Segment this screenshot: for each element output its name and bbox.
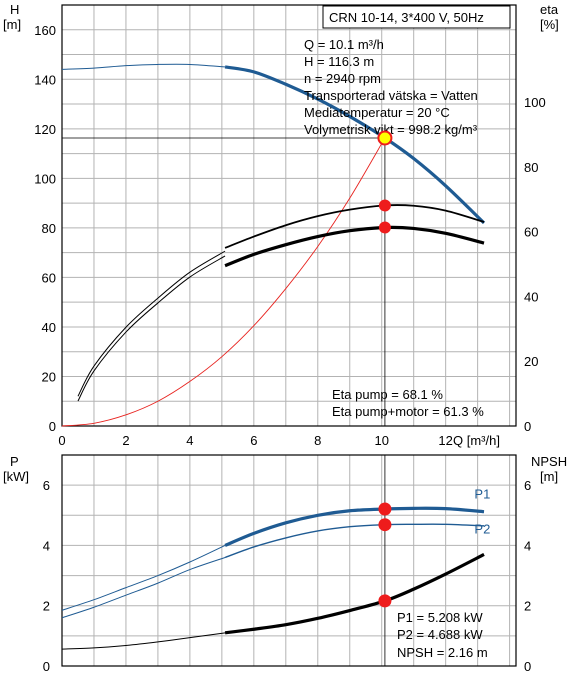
bottom-marker-dot <box>378 502 392 516</box>
top-left-tick-label: 140 <box>34 72 56 87</box>
bottom-series-NPSH <box>224 553 485 635</box>
info-liquid: Transporterad vätska = Vatten <box>304 88 478 103</box>
info-p1: P1 = 5.208 kW <box>397 610 483 625</box>
x-tick-label: 0 <box>58 433 65 448</box>
top-left-tick-label: 20 <box>42 369 56 384</box>
top-plot-frame <box>61 4 517 427</box>
bottom-series-P1_ext <box>61 544 226 611</box>
x-tick-label: 12 <box>438 433 452 448</box>
bottom-marker-dot <box>378 594 392 608</box>
top-left-tick-label: 100 <box>34 171 56 186</box>
top-marker-dot <box>378 199 391 212</box>
info-npsh: NPSH = 2.16 m <box>397 645 488 660</box>
x-tick-label: 4 <box>186 433 193 448</box>
bottom-marker-dot <box>378 518 392 532</box>
info-density: Volymetrisk vikt = 998.2 kg/m³ <box>304 122 478 137</box>
bottom-right-axis-label-line2: [m] <box>540 469 558 484</box>
chart-title: CRN 10-14, 3*400 V, 50Hz <box>329 10 484 25</box>
bottom-left-axis-label-line2: [kW] <box>3 469 29 484</box>
top-left-axis-label-line1: H <box>10 2 19 17</box>
x-tick-label: 10 <box>374 433 388 448</box>
bottom-left-axis-label-line1: P <box>10 454 19 469</box>
top-left-tick-label: 0 <box>49 419 56 434</box>
bottom-left-tick-label: 0 <box>43 659 50 674</box>
series-label-p1: P1 <box>474 487 490 502</box>
eta-info-block: Eta pump = 68.1 % Eta pump+motor = 61.3 … <box>332 387 484 419</box>
bottom-info-block: P1 = 5.208 kW P2 = 4.688 kW NPSH = 2.16 … <box>397 610 488 660</box>
bottom-series-P2 <box>224 523 485 559</box>
top-series-eta_pump <box>224 204 485 249</box>
info-head: H = 116.3 m <box>304 54 374 69</box>
chart-overlay: P1 P2 <box>62 130 490 666</box>
info-speed: n = 2940 rpm <box>304 71 381 86</box>
top-right-tick-label: 60 <box>524 225 538 240</box>
top-right-tick-label: 40 <box>524 289 538 304</box>
info-flow: Q = 10.1 m³/h <box>304 37 384 52</box>
top-right-axis-label-line2: [%] <box>540 17 559 32</box>
bottom-right-tick-label: 6 <box>524 478 531 493</box>
info-temperature: Mediatemperatur = 20 °C <box>304 105 450 120</box>
x-tick-label: 2 <box>122 433 129 448</box>
top-left-tick-label: 60 <box>42 270 56 285</box>
top-info-block: Q = 10.1 m³/h H = 116.3 m n = 2940 rpm T… <box>304 37 478 137</box>
top-left-axis-label-line2: [m] <box>3 17 21 32</box>
bottom-right-tick-label: 2 <box>524 599 531 614</box>
top-right-axis-label-line1: eta <box>540 2 559 17</box>
top-left-tick-label: 120 <box>34 122 56 137</box>
top-series-H <box>224 65 486 225</box>
top-plot-content <box>61 63 486 427</box>
operating-point-marker <box>377 130 393 146</box>
title-box <box>322 5 511 29</box>
bottom-right-tick-label: 0 <box>524 659 531 674</box>
x-tick-label: 6 <box>250 433 257 448</box>
series-label-p2: P2 <box>474 521 490 536</box>
bottom-plot-content <box>61 506 485 650</box>
top-left-tick-label: 160 <box>34 23 56 38</box>
bottom-series-P2_ext <box>61 557 226 619</box>
bottom-left-tick-label: 6 <box>43 478 50 493</box>
eta-pump-label: Eta pump = 68.1 % <box>332 387 443 402</box>
top-tick-labels: 0 20 40 60 80 100 120 140 160 0 20 40 60 80 100 0 2 4 6 8 10… <box>34 23 545 448</box>
top-left-tick-label: 40 <box>42 320 56 335</box>
bottom-left-tick-label: 4 <box>43 538 50 553</box>
bottom-plot-frame <box>61 454 517 667</box>
top-series-system_curve <box>61 137 386 427</box>
eta-pump-motor-label: Eta pump+motor = 61.3 % <box>332 404 484 419</box>
bottom-tick-labels: 0 2 4 6 0 2 4 6 <box>43 478 531 674</box>
bottom-series-NPSH_ext <box>61 632 226 650</box>
bottom-series-P1 <box>224 506 485 547</box>
top-right-tick-label: 20 <box>524 354 538 369</box>
bottom-left-tick-label: 2 <box>43 599 50 614</box>
bottom-grid <box>61 454 517 667</box>
top-series-H_extended <box>61 63 226 70</box>
top-series-eta_pump_ext <box>77 255 226 402</box>
info-p2: P2 = 4.688 kW <box>397 627 483 642</box>
top-series-eta_pump_motor <box>224 225 485 268</box>
top-right-tick-label: 80 <box>524 160 538 175</box>
top-left-tick-label: 80 <box>42 221 56 236</box>
bottom-right-axis-label-line1: NPSH <box>531 454 567 469</box>
top-series-eta_pump_ext2 <box>77 250 226 397</box>
top-marker-dot <box>378 221 391 234</box>
bottom-right-tick-label: 4 <box>524 538 531 553</box>
x-tick-label: 8 <box>314 433 321 448</box>
x-axis-label: Q [m³/h] <box>453 433 500 448</box>
top-right-tick-label: 0 <box>524 419 531 434</box>
top-right-tick-label: 100 <box>524 95 546 110</box>
